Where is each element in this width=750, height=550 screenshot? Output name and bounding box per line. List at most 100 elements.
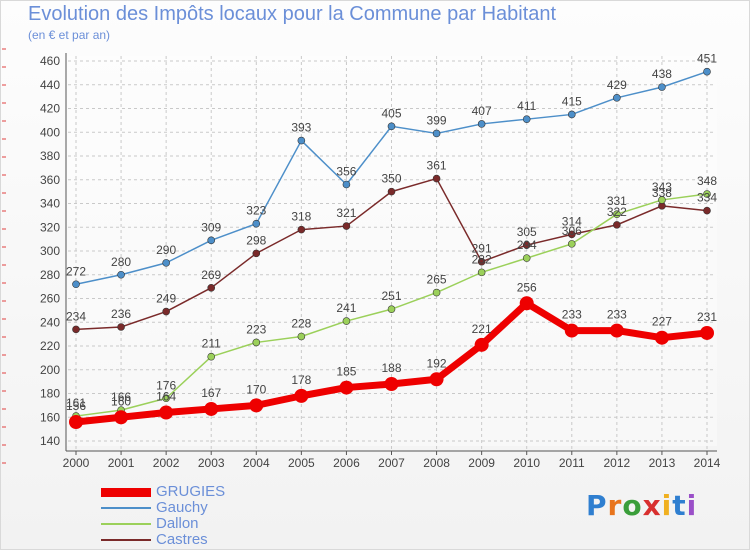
y-tick-label: 340	[40, 197, 60, 211]
data-label: 249	[156, 292, 176, 306]
data-label: 223	[246, 322, 266, 336]
data-label: 166	[111, 390, 131, 404]
x-tick-label: 2001	[108, 456, 135, 470]
data-label: 164	[156, 390, 176, 404]
data-point	[477, 268, 486, 277]
data-label: 405	[381, 106, 401, 120]
x-tick-label: 2003	[198, 456, 225, 470]
data-point	[567, 230, 576, 239]
data-point	[477, 257, 486, 266]
chart-title: Evolution des Impôts locaux pour la Comm…	[28, 3, 557, 25]
data-point	[162, 394, 170, 403]
data-point	[342, 317, 351, 325]
data-point	[658, 196, 666, 204]
data-point	[72, 280, 80, 289]
data-label: 280	[111, 255, 131, 269]
data-point	[162, 307, 170, 316]
data-point	[204, 401, 219, 416]
data-point	[429, 372, 444, 387]
data-point	[207, 284, 216, 292]
data-label: 269	[201, 268, 221, 282]
logo-letter: x	[642, 489, 662, 522]
data-point	[522, 115, 531, 123]
y-tick-label: 160	[40, 410, 60, 424]
legend-label: Gauchy	[156, 499, 208, 516]
x-tick-label: 2008	[423, 456, 450, 470]
data-point	[567, 240, 576, 248]
data-label: 451	[697, 52, 717, 66]
data-label: 298	[246, 233, 266, 247]
data-label: 211	[202, 337, 221, 351]
x-tick-label: 2014	[694, 456, 721, 470]
y-tick-label: 300	[40, 244, 60, 258]
chart-subtitle: (en € et par an)	[28, 28, 111, 42]
data-label: 334	[697, 191, 717, 205]
data-label: 272	[66, 264, 86, 278]
x-tick-label: 2012	[604, 456, 631, 470]
logo-letter: o	[622, 489, 643, 522]
data-point	[159, 405, 174, 420]
logo-letter: r	[607, 489, 623, 522]
data-label: 241	[336, 301, 356, 315]
x-tick-label: 2005	[288, 456, 315, 470]
data-point	[72, 325, 80, 334]
data-point	[613, 94, 621, 102]
data-label: 160	[111, 394, 131, 408]
data-label: 231	[697, 310, 717, 324]
y-tick-label: 360	[40, 173, 60, 187]
labels-grugies: 156 160 164 167 170 178 185 188 192 221 256 233 233 2…	[66, 280, 717, 413]
data-point	[519, 296, 534, 311]
data-label: 322	[607, 205, 627, 219]
data-label: 188	[381, 361, 401, 375]
y-tick-label: 200	[40, 363, 60, 377]
data-label: 294	[517, 238, 537, 252]
data-label: 256	[517, 280, 537, 294]
data-point	[69, 415, 83, 429]
proxiti-logo: Proxiti	[586, 489, 697, 522]
data-point	[114, 410, 129, 425]
data-point	[609, 323, 624, 338]
data-label: 323	[246, 204, 266, 218]
data-point	[700, 325, 714, 340]
data-point	[297, 136, 306, 145]
data-point	[387, 187, 396, 196]
data-label: 399	[427, 113, 447, 127]
data-label: 331	[607, 194, 627, 208]
data-point	[658, 83, 666, 91]
data-point	[522, 241, 531, 249]
data-label: 407	[472, 104, 492, 118]
y-tick-label: 400	[40, 125, 60, 139]
data-label: 429	[607, 78, 627, 92]
x-tick-label: 2009	[468, 456, 495, 470]
data-label: 348	[697, 174, 717, 188]
series-castres	[72, 174, 711, 334]
data-point	[477, 120, 486, 128]
legend-swatch	[101, 539, 151, 541]
data-label: 309	[201, 220, 221, 234]
data-label: 265	[427, 273, 447, 287]
data-label: 321	[336, 206, 356, 220]
x-tick-label: 2000	[63, 456, 90, 470]
legend-label: Castres	[156, 531, 208, 548]
data-point	[567, 110, 576, 119]
data-label: 185	[336, 365, 356, 379]
data-point	[432, 129, 441, 138]
data-point	[564, 323, 579, 338]
logo-letter: P	[586, 489, 608, 522]
data-point	[613, 210, 621, 218]
data-point	[432, 174, 441, 183]
series-dallon	[72, 190, 711, 420]
data-label: 318	[291, 210, 311, 224]
data-label: 176	[156, 378, 176, 392]
y-tick-label: 220	[40, 339, 60, 353]
data-label: 192	[427, 356, 447, 370]
data-label: 167	[201, 386, 221, 400]
y-tick-label: 260	[40, 292, 60, 306]
legend-label: GRUGIES	[156, 483, 226, 500]
data-label: 393	[291, 121, 311, 135]
data-point	[252, 338, 261, 347]
